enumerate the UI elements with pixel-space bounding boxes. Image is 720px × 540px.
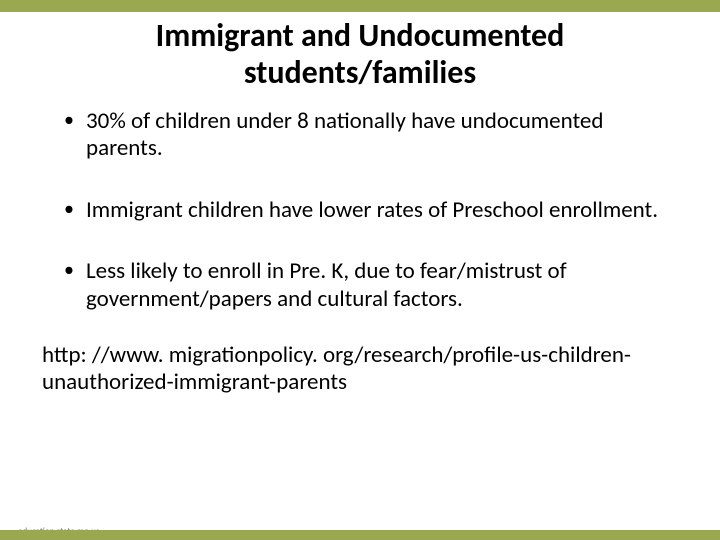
bullet-item: 30% of children under 8 nationally have … xyxy=(64,108,680,163)
bullet-item: Immigrant children have lower rates of P… xyxy=(64,197,680,225)
slide-content: Immigrant and Undocumented students/fami… xyxy=(0,18,720,397)
footer: education.state.mn.us xyxy=(0,518,720,540)
top-accent-bar xyxy=(0,0,720,12)
bullet-item: Less likely to enroll in Pre. K, due to … xyxy=(64,258,680,313)
source-url: http: //www. migrationpolicy. org/resear… xyxy=(40,342,680,397)
bullet-list: 30% of children under 8 nationally have … xyxy=(40,108,680,314)
slide-title: Immigrant and Undocumented students/fami… xyxy=(40,18,680,92)
footer-accent-bar xyxy=(0,530,720,540)
